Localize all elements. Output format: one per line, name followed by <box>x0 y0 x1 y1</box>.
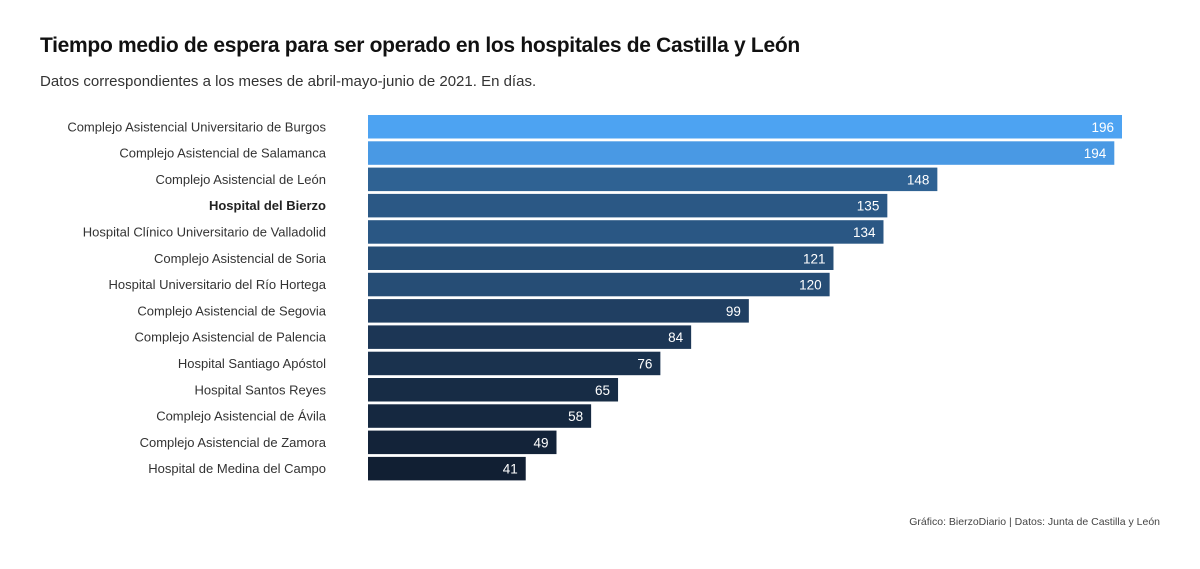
bar-hospital-clinico-universitario-de-valladolid <box>368 220 884 244</box>
bars-layer <box>368 115 1122 481</box>
value-label-hospital-de-medina-del-campo: 41 <box>503 462 518 477</box>
chart-subtitle: Datos correspondientes a los meses de ab… <box>40 73 537 90</box>
value-label-complejo-asistencial-de-zamora: 49 <box>533 435 548 450</box>
value-label-complejo-asistencial-de-avila: 58 <box>568 409 583 424</box>
bar-complejo-asistencial-de-zamora <box>368 430 557 455</box>
bar-hospital-del-bierzo <box>368 193 888 218</box>
chart-title: Tiempo medio de espera para ser operado … <box>40 34 800 57</box>
bar-hospital-santos-reyes <box>368 378 619 402</box>
category-label-complejo-asistencial-de-salamanca: Complejo Asistencial de Salamanca <box>119 146 326 161</box>
bar-hospital-universitario-del-rio-hortega <box>368 272 830 297</box>
category-label-complejo-asistencial-de-avila: Complejo Asistencial de Ávila <box>156 409 327 424</box>
category-label-complejo-asistencial-de-leon: Complejo Asistencial de León <box>155 172 326 187</box>
category-label-hospital-santos-reyes: Hospital Santos Reyes <box>194 382 326 397</box>
category-label-hospital-de-medina-del-campo: Hospital de Medina del Campo <box>148 461 326 476</box>
category-label-complejo-asistencial-de-soria: Complejo Asistencial de Soria <box>154 251 327 266</box>
bar-complejo-asistencial-de-salamanca <box>368 141 1115 165</box>
bar-complejo-asistencial-de-segovia <box>368 299 749 323</box>
value-label-hospital-santos-reyes: 65 <box>595 383 610 398</box>
category-label-hospital-universitario-del-rio-hortega: Hospital Universitario del Río Hortega <box>109 277 327 292</box>
category-labels-layer: Complejo Asistencial Universitario de Bu… <box>67 119 326 476</box>
value-label-hospital-universitario-del-rio-hortega: 120 <box>799 278 822 293</box>
value-label-complejo-asistencial-de-leon: 148 <box>907 172 930 187</box>
value-label-complejo-asistencial-de-segovia: 99 <box>726 304 741 319</box>
bar-hospital-de-medina-del-campo <box>368 456 526 481</box>
value-label-complejo-asistencial-universitario-de-burgos: 196 <box>1091 120 1114 135</box>
value-labels-layer: 196 194 148 135 134 121 120 99 84 76 65 58 49 41 <box>503 120 1114 477</box>
category-label-hospital-santiago-apostol: Hospital Santiago Apóstol <box>178 356 326 371</box>
bar-complejo-asistencial-de-soria <box>368 246 834 270</box>
bar-complejo-asistencial-de-leon <box>368 167 938 192</box>
value-label-hospital-del-bierzo: 135 <box>857 199 880 214</box>
bar-complejo-asistencial-universitario-de-burgos <box>368 115 1122 139</box>
category-label-complejo-asistencial-de-zamora: Complejo Asistencial de Zamora <box>140 435 327 450</box>
bar-complejo-asistencial-de-avila <box>368 404 592 428</box>
bar-complejo-asistencial-de-palencia <box>368 325 692 349</box>
value-label-complejo-asistencial-de-soria: 121 <box>803 251 826 266</box>
chart-source: Gráfico: BierzoDiario | Datos: Junta de … <box>909 516 1160 528</box>
category-label-complejo-asistencial-de-palencia: Complejo Asistencial de Palencia <box>135 330 327 345</box>
category-label-hospital-clinico-universitario-de-valladolid: Hospital Clínico Universitario de Vallad… <box>83 224 326 239</box>
category-label-complejo-asistencial-de-segovia: Complejo Asistencial de Segovia <box>137 303 326 318</box>
value-label-hospital-clinico-universitario-de-valladolid: 134 <box>853 225 876 240</box>
bar-hospital-santiago-apostol <box>368 351 661 376</box>
category-label-hospital-del-bierzo: Hospital del Bierzo <box>209 198 326 213</box>
value-label-complejo-asistencial-de-palencia: 84 <box>668 330 684 345</box>
category-label-complejo-asistencial-universitario-de-burgos: Complejo Asistencial Universitario de Bu… <box>67 119 326 134</box>
value-label-complejo-asistencial-de-salamanca: 194 <box>1084 146 1107 161</box>
value-label-hospital-santiago-apostol: 76 <box>637 356 652 371</box>
